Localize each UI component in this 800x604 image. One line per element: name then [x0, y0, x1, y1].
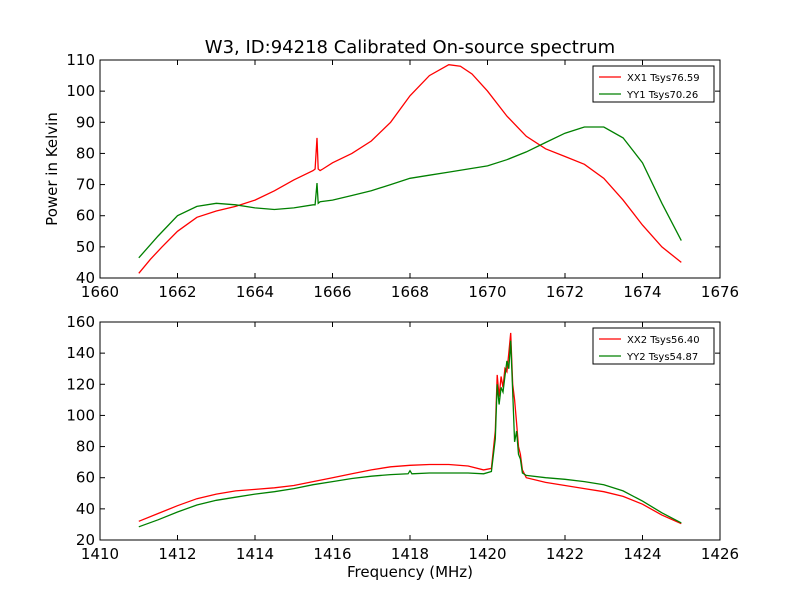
- y-tick-label: 110: [66, 51, 95, 69]
- x-tick-label: 1670: [468, 283, 506, 301]
- series-line-yy1: [138, 126, 682, 259]
- chart-panel-2: 1410 1412 1414 1416 1418 1420 1422 1424 1426 20 40…: [66, 313, 739, 581]
- y-tick-label: 40: [76, 500, 95, 518]
- series-lines: [138, 64, 682, 274]
- legend-entry: YY2 Tsys54.87: [626, 352, 698, 363]
- legend: XX1 Tsys76.59 YY1 Tsys70.26: [592, 65, 715, 103]
- x-tick-label: 1676: [701, 283, 739, 301]
- y-tick-label: 160: [66, 313, 95, 331]
- legend-entry: XX2 Tsys56.40: [627, 335, 700, 346]
- y-tick-label: 140: [66, 344, 95, 362]
- y-axis-label: Power in Kelvin: [43, 112, 61, 226]
- x-tick-label: 1668: [391, 283, 429, 301]
- x-tick-label: 1414: [236, 545, 274, 563]
- series-line-yy2: [138, 340, 682, 528]
- legend-entry: XX1 Tsys76.59: [627, 73, 700, 84]
- y-tick-label: 50: [76, 238, 95, 256]
- y-tick-label: 100: [66, 406, 95, 424]
- y-tick-label: 70: [76, 176, 95, 194]
- x-tick-label: 1410: [81, 545, 119, 563]
- chart-title: W3, ID:94218 Calibrated On-source spectr…: [205, 37, 615, 58]
- x-tick-label: 1422: [546, 545, 584, 563]
- x-tick-label: 1664: [236, 283, 274, 301]
- x-tick-label: 1420: [468, 545, 506, 563]
- y-tick-label: 60: [76, 207, 95, 225]
- legend-box: [592, 65, 715, 103]
- y-tick-label: 80: [76, 144, 95, 162]
- series-lines: [138, 332, 682, 528]
- x-axis-label: Frequency (MHz): [347, 563, 473, 581]
- y-tick-label: 60: [76, 469, 95, 487]
- x-tick-label: 1674: [623, 283, 661, 301]
- y-tick-label: 120: [66, 375, 95, 393]
- legend-entry: YY1 Tsys70.26: [626, 90, 698, 101]
- x-tick-label: 1666: [313, 283, 351, 301]
- chart-panel-1: 1660 1662 1664 1666 1668 1670 1672 1674 1676 40 50…: [43, 37, 739, 301]
- x-tick-label: 1426: [701, 545, 739, 563]
- x-tick-label: 1412: [158, 545, 196, 563]
- y-tick-label: 90: [76, 113, 95, 131]
- legend: XX2 Tsys56.40 YY2 Tsys54.87: [592, 327, 715, 365]
- x-tick-label: 1672: [546, 283, 584, 301]
- y-tick-label: 20: [76, 531, 95, 549]
- y-tick-label: 40: [76, 269, 95, 287]
- x-tick-label: 1416: [313, 545, 351, 563]
- x-tick-label: 1424: [623, 545, 661, 563]
- legend-box: [592, 327, 715, 365]
- x-tick-label: 1418: [391, 545, 429, 563]
- y-tick-label: 80: [76, 438, 95, 456]
- y-tick-label: 100: [66, 82, 95, 100]
- series-line-xx1: [138, 64, 682, 274]
- series-line-xx2: [138, 332, 682, 525]
- x-tick-label: 1662: [158, 283, 196, 301]
- x-tick-label: 1660: [81, 283, 119, 301]
